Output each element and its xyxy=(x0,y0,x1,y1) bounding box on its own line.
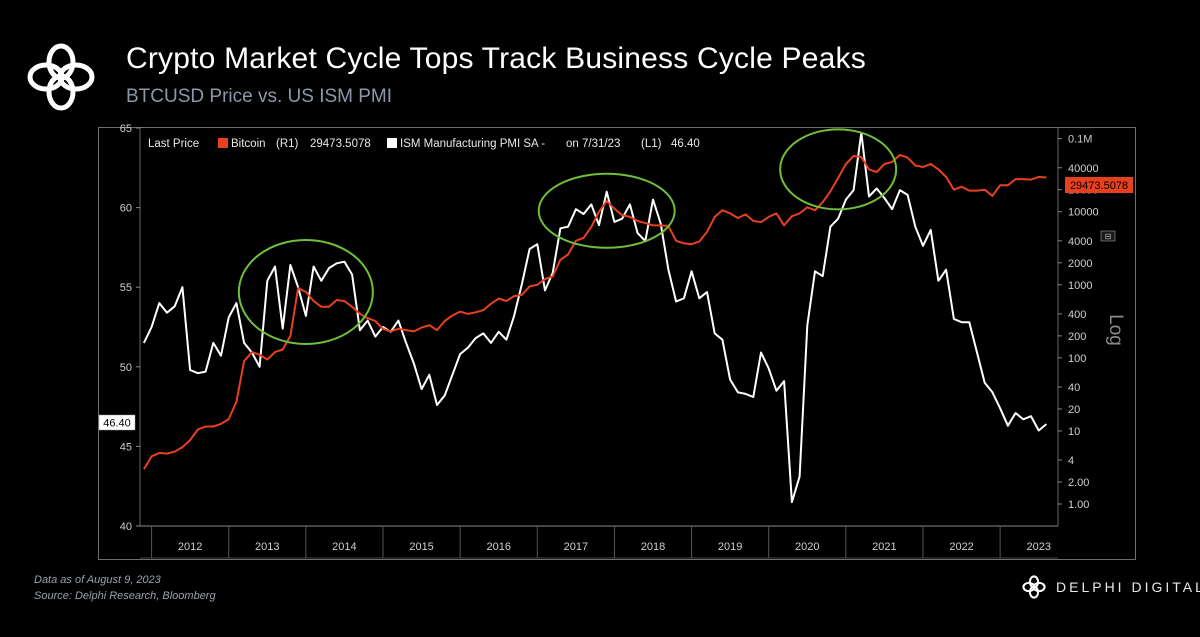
brand: DELPHI DIGITAL xyxy=(1020,571,1200,603)
bitcoin-line xyxy=(143,153,1047,470)
right-tick-label: 10000 xyxy=(1068,207,1099,219)
right-tick-label: 4 xyxy=(1068,455,1074,467)
pmi-last-value-text: 46.40 xyxy=(103,418,131,430)
right-tick-label: 40 xyxy=(1068,382,1080,394)
right-tick-label: 400 xyxy=(1068,309,1086,321)
right-tick-label: 1000 xyxy=(1068,280,1092,292)
x-tick-label: 2016 xyxy=(486,541,510,553)
annotation-layer xyxy=(237,128,898,345)
right-tick-label: 40000 xyxy=(1068,163,1099,175)
x-tick-label: 2019 xyxy=(718,541,742,553)
right-tick-label: 100 xyxy=(1068,353,1086,365)
right-tick-label: 2.00 xyxy=(1068,477,1089,489)
x-tick-label: 2021 xyxy=(872,541,896,553)
x-tick-label: 2022 xyxy=(949,541,973,553)
chart-title: Crypto Market Cycle Tops Track Business … xyxy=(126,42,866,75)
left-tick-label: 55 xyxy=(120,282,132,294)
x-tick-label: 2015 xyxy=(409,541,433,553)
legend-pmi-swatch xyxy=(387,138,397,148)
footer-notes: Data as of August 9, 2023 Source: Delphi… xyxy=(34,572,216,604)
legend: Last Price Bitcoin (R1) 29473.5078 ISM M… xyxy=(141,131,709,153)
right-tick-label: 10 xyxy=(1068,426,1080,438)
legend-last-price: Last Price xyxy=(148,138,199,150)
right-tick-label: 0.1M xyxy=(1068,134,1092,146)
cycle-top-ellipse xyxy=(779,128,898,211)
right-tick-label: 2000 xyxy=(1068,258,1092,270)
right-tick-label: 200 xyxy=(1068,331,1086,343)
right-tick-label: 20 xyxy=(1068,404,1080,416)
legend-bitcoin-axis: (R1) xyxy=(276,138,299,150)
x-tick-label: 2014 xyxy=(332,541,356,553)
left-tick-label: 50 xyxy=(120,362,132,374)
legend-pmi-axis: (L1) xyxy=(641,138,662,150)
cycle-top-ellipse xyxy=(237,238,374,345)
source-note: Source: Delphi Research, Bloomberg xyxy=(34,590,216,602)
right-tick-label: 1.00 xyxy=(1068,499,1089,511)
svg-text:⊟: ⊟ xyxy=(1105,232,1112,241)
legend-pmi-value: 46.40 xyxy=(671,138,700,150)
pmi-line xyxy=(142,131,1048,504)
bitcoin-last-value-tag: 29473.5078 xyxy=(1065,177,1133,193)
legend-bitcoin-label: Bitcoin xyxy=(231,138,266,150)
x-tick-label: 2023 xyxy=(1026,541,1050,553)
legend-bitcoin-swatch xyxy=(218,138,228,148)
delphi-digital-logo-icon xyxy=(1022,575,1046,599)
right-tick-label: 4000 xyxy=(1068,236,1092,248)
x-tick-label: 2017 xyxy=(564,541,588,553)
x-tick-label: 2012 xyxy=(178,541,202,553)
cycle-top-ellipse xyxy=(537,172,676,249)
chart-frame xyxy=(98,127,1136,560)
chart-subtitle: BTCUSD Price vs. US ISM PMI xyxy=(126,86,393,107)
left-tick-label: 40 xyxy=(120,521,132,533)
delphi-logo-icon xyxy=(27,43,95,111)
left-tick-label: 45 xyxy=(120,441,132,453)
legend-background xyxy=(141,131,709,153)
legend-pmi-label: ISM Manufacturing PMI SA - xyxy=(400,138,545,150)
left-axis: 40 45 50 55 60 65 xyxy=(120,123,141,533)
right-axis-scale-label: Log xyxy=(1105,314,1126,346)
left-tick-label: 65 xyxy=(120,123,132,135)
pmi-last-value-tag: 46.40 xyxy=(98,414,136,431)
legend-pmi-date: on 7/31/23 xyxy=(566,138,620,150)
series-layer xyxy=(142,131,1048,504)
x-tick-label: 2013 xyxy=(255,541,279,553)
data-date-note: Data as of August 9, 2023 xyxy=(34,574,161,586)
axis-menu-icon[interactable]: ⊟ xyxy=(1100,230,1116,242)
brand-name: DELPHI DIGITAL xyxy=(1056,579,1200,595)
bitcoin-last-value-text: 29473.5078 xyxy=(1070,180,1128,192)
x-tick-label: 2020 xyxy=(795,541,819,553)
x-tick-label: 2018 xyxy=(641,541,665,553)
left-tick-label: 60 xyxy=(120,203,132,215)
legend-bitcoin-value: 29473.5078 xyxy=(310,138,371,150)
x-axis: 2012 2013 2014 2015 2016 2017 2018 2019 2020 2021… xyxy=(140,525,1058,559)
